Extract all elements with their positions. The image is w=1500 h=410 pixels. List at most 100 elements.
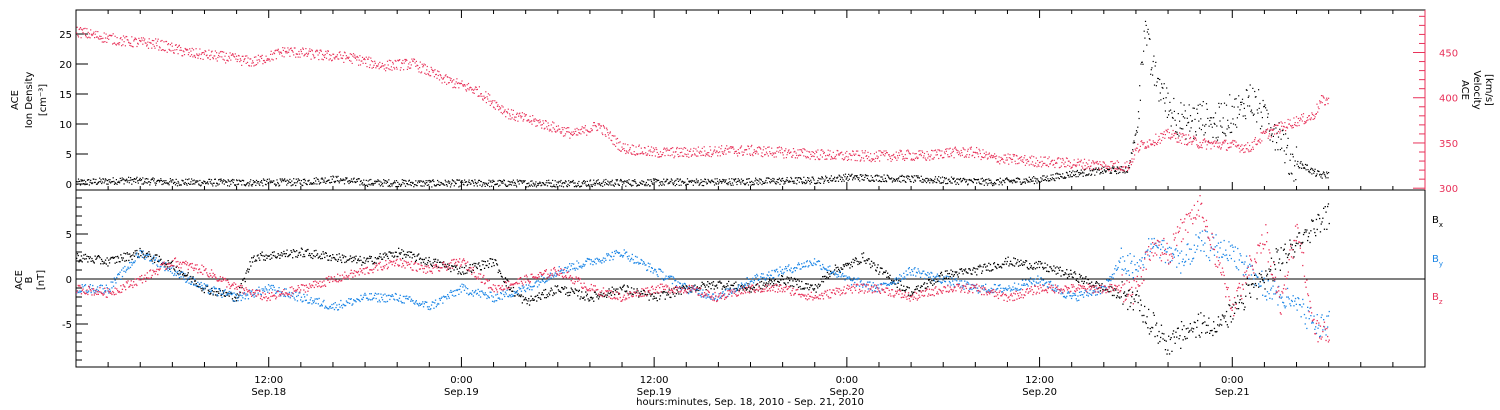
data-point [848, 173, 850, 175]
data-point [281, 178, 283, 180]
data-point [212, 185, 214, 187]
data-point [369, 257, 372, 259]
data-point [298, 179, 301, 181]
data-point [649, 293, 651, 295]
data-point [841, 151, 843, 153]
data-point [133, 252, 135, 254]
data-point [946, 183, 948, 185]
data-point [1193, 138, 1195, 141]
data-point [1320, 174, 1323, 176]
data-point [291, 180, 293, 182]
data-point [283, 250, 285, 253]
data-point [120, 254, 122, 256]
data-point [511, 117, 513, 119]
data-point [1019, 181, 1021, 183]
data-point [613, 185, 615, 187]
data-point [766, 153, 768, 155]
data-point [638, 184, 640, 186]
data-point [817, 149, 819, 151]
data-point [389, 69, 391, 71]
data-point [800, 177, 802, 179]
data-point [1255, 143, 1257, 145]
data-point [488, 100, 490, 102]
data-point [253, 255, 255, 257]
data-point [1227, 119, 1229, 121]
data-point [88, 33, 90, 35]
data-point [241, 64, 243, 66]
data-point [180, 270, 182, 273]
data-point [158, 49, 160, 51]
data-point [146, 45, 148, 47]
data-point [897, 157, 899, 159]
data-point [1172, 117, 1174, 119]
data-point [1231, 142, 1233, 144]
data-point [238, 179, 240, 181]
data-point [447, 180, 450, 182]
data-point [820, 149, 822, 151]
data-point [977, 153, 979, 155]
data-point [681, 286, 683, 289]
data-point [871, 158, 873, 160]
data-point [285, 52, 287, 54]
data-point [965, 181, 967, 183]
data-point [208, 290, 210, 293]
data-point [1073, 164, 1075, 166]
data-point [633, 151, 635, 153]
data-point [186, 184, 188, 186]
data-point [483, 97, 486, 99]
data-point [993, 184, 995, 186]
data-point [713, 288, 715, 290]
data-point [217, 56, 219, 59]
data-point [1270, 136, 1272, 138]
data-point [598, 123, 601, 125]
data-point [1063, 177, 1065, 179]
data-point [465, 265, 467, 267]
data-point [1046, 175, 1048, 177]
data-point [767, 177, 769, 179]
data-point [983, 152, 985, 154]
data-point [194, 55, 196, 57]
data-point [633, 288, 635, 290]
data-point [508, 286, 510, 288]
data-point [243, 59, 245, 61]
data-point [268, 182, 270, 184]
data-point [1290, 153, 1292, 155]
data-point [528, 121, 531, 123]
data-point [165, 180, 167, 182]
data-point [798, 155, 800, 157]
data-point [977, 156, 980, 158]
data-point [534, 120, 536, 122]
data-point [582, 131, 584, 133]
data-point [438, 181, 440, 183]
data-point [247, 268, 249, 270]
data-point [296, 256, 299, 258]
data-point [519, 294, 521, 296]
data-point [514, 119, 516, 122]
data-point [671, 291, 674, 293]
data-point [663, 178, 665, 180]
data-point [456, 78, 458, 80]
data-point [198, 184, 200, 186]
data-point [457, 273, 459, 275]
data-point [753, 149, 755, 151]
data-point [590, 128, 592, 130]
data-point [687, 291, 689, 294]
data-point [401, 62, 403, 65]
data-point [292, 51, 294, 53]
data-point [1148, 38, 1150, 40]
data-point [731, 284, 733, 286]
data-point [677, 291, 679, 293]
data-point [882, 178, 884, 180]
data-point [278, 254, 280, 256]
data-point [716, 284, 718, 286]
data-point [1006, 159, 1008, 161]
data-point [737, 178, 739, 180]
data-point [102, 178, 104, 180]
data-point [611, 179, 613, 181]
data-point [1189, 136, 1192, 139]
data-point [665, 291, 667, 294]
data-point [929, 156, 931, 158]
data-point [104, 37, 107, 39]
b-tick-label: -5 [62, 320, 72, 331]
